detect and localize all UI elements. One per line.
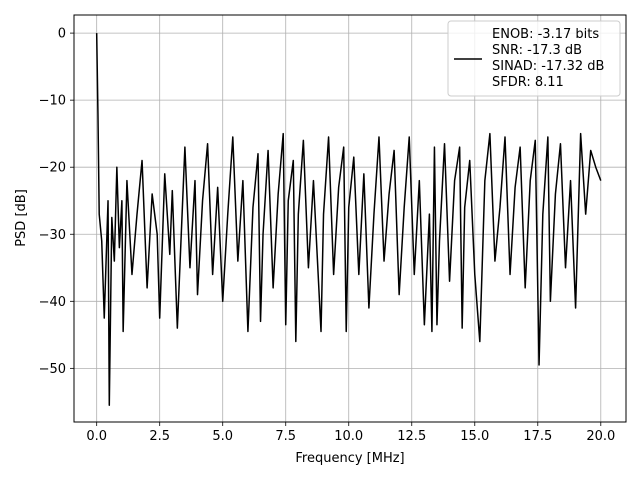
legend-sfdr: SFDR: 8.11 <box>492 75 564 90</box>
plot-frame <box>73 14 627 423</box>
x-tick-label: 0.0 <box>86 429 107 444</box>
psd-series-line <box>95 33 602 406</box>
grid <box>74 15 626 422</box>
x-tick-label: 10.0 <box>334 429 363 444</box>
y-tick-label: −30 <box>39 228 66 243</box>
legend: ENOB: -3.17 bits SNR: -17.3 dB SINAD: -1… <box>447 20 621 97</box>
x-tick-label: 2.5 <box>149 429 170 444</box>
y-tick-label: −50 <box>39 362 66 377</box>
x-tick-label: 5.0 <box>212 429 233 444</box>
y-tick-label: −40 <box>39 295 66 310</box>
legend-snr: SNR: -17.3 dB <box>492 43 582 58</box>
legend-box <box>447 20 621 97</box>
x-tick-label: 7.5 <box>275 429 296 444</box>
legend-sinad: SINAD: -17.32 dB <box>492 59 604 74</box>
y-tick-label: −10 <box>39 94 66 109</box>
x-tick-label: 20.0 <box>586 429 615 444</box>
y-axis-label: PSD [dB] <box>14 189 29 247</box>
ticks: 0.0 2.5 5.0 7.5 10.0 12.5 15.0 17.5 20.0 0 −10 −20 −… <box>39 27 616 444</box>
x-tick-label: 17.5 <box>523 429 552 444</box>
y-tick-label: −20 <box>39 161 66 176</box>
series-layer <box>95 33 602 406</box>
x-tick-label: 15.0 <box>460 429 489 444</box>
x-tick-label: 12.5 <box>397 429 426 444</box>
x-axis-label: Frequency [MHz] <box>295 451 404 466</box>
legend-enob: ENOB: -3.17 bits <box>492 27 599 42</box>
y-tick-label: 0 <box>58 27 66 42</box>
